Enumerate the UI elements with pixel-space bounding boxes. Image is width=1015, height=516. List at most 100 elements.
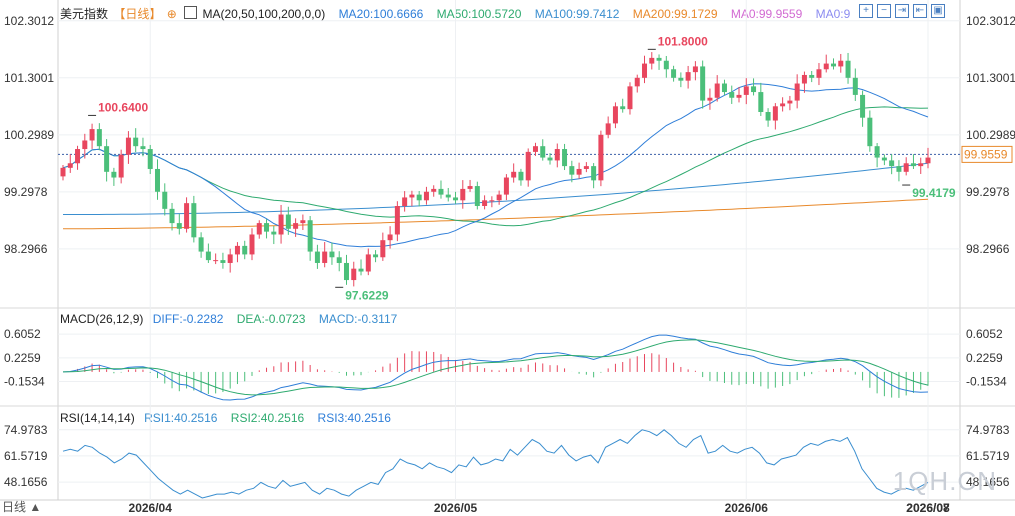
rsi-line [62, 429, 929, 499]
instrument-title: 美元指数 [60, 7, 109, 21]
candle-body [438, 188, 444, 195]
add-indicator-icon[interactable]: ⊕ [166, 7, 177, 21]
candle-body [191, 203, 197, 238]
macd-tick-left: 0.2259 [4, 351, 41, 365]
period-tag[interactable]: 【日线】 [113, 7, 162, 21]
scroll-left-icon[interactable]: ⇤ [913, 4, 927, 18]
current-price-label: 99.9559 [964, 147, 1008, 161]
candle-body [213, 260, 219, 262]
candle-body [307, 220, 313, 252]
ma20-value: MA20:100.6666 [338, 7, 424, 21]
candle-body [787, 100, 793, 104]
candle-body [685, 72, 691, 81]
ma0-count: MA0:9 [815, 7, 851, 21]
ma200-value: MA200:99.1729 [632, 7, 718, 21]
candle-body [816, 69, 822, 78]
candle-body [598, 134, 604, 181]
candle-body [867, 117, 873, 147]
candle-body [278, 214, 284, 235]
price-tick-right: 101.3001 [966, 71, 1015, 85]
price-tick-left: 102.3012 [4, 14, 54, 28]
candle-body [467, 186, 473, 189]
candle-body [169, 208, 175, 224]
price-tick-right: 102.3012 [966, 14, 1015, 28]
candle-body [322, 251, 328, 263]
candle-body [874, 146, 880, 158]
candle-body [910, 163, 916, 167]
macd-tick-right: 0.2259 [966, 351, 1003, 365]
macd-dea: DEA:-0.0723 [236, 312, 306, 326]
candle-body [838, 60, 844, 67]
candle-body [343, 262, 349, 281]
candle-body [889, 160, 895, 167]
ma100-line [63, 162, 929, 215]
candle-body [569, 166, 575, 175]
candle-body [162, 191, 168, 209]
candle-body [453, 197, 459, 201]
fullscreen-icon[interactable]: ▣ [931, 4, 945, 18]
candle-body [663, 60, 669, 70]
zoom-in-icon[interactable]: + [859, 4, 873, 18]
candle-body [649, 57, 655, 64]
period-selector[interactable]: 日线 ▲ [2, 500, 42, 514]
rsi-legend: RSI(14,14,14) RSI1:40.2516 RSI2:40.2516 … [60, 411, 401, 425]
low-label: 97.6229 [345, 288, 389, 302]
time-tick: 2026/07 [906, 501, 950, 515]
candle-body [402, 197, 408, 206]
candle-body [620, 106, 626, 110]
rsi1-value: RSI1:40.2516 [144, 411, 218, 425]
candle-body [729, 92, 735, 98]
candle-body [314, 251, 320, 263]
candle-body [460, 188, 466, 201]
candle-body [823, 63, 829, 70]
candle-body [525, 151, 531, 181]
time-tick: 2026/04 [129, 501, 173, 515]
candle-body [285, 214, 291, 229]
ma-legend: 美元指数 【日线】 ⊕ MA(20,50,100,200,0,0) MA20:1… [60, 5, 860, 22]
candle-body [511, 171, 517, 178]
candle-body [707, 97, 713, 101]
candle-body [503, 177, 509, 195]
candle-body [125, 137, 131, 155]
candle-body [118, 154, 124, 178]
candle-body [387, 234, 393, 241]
candle-body [256, 223, 262, 235]
scroll-right-icon[interactable]: ⇥ [895, 4, 909, 18]
macd-title: MACD(26,12,9) [60, 312, 144, 326]
price-tick-left: 98.2966 [4, 242, 48, 256]
candle-body [431, 188, 437, 192]
candle-body [67, 163, 73, 168]
candle-body [736, 94, 742, 98]
candle-body [809, 74, 815, 78]
candle-body [329, 251, 335, 258]
candle-body [780, 103, 786, 107]
price-tick-right: 98.2966 [966, 242, 1010, 256]
candle-body [96, 129, 102, 147]
candle-body [794, 83, 800, 101]
candle-body [627, 86, 633, 110]
candle-body [133, 137, 139, 147]
macd-diff: DIFF:-0.2282 [152, 312, 224, 326]
zoom-out-icon[interactable]: − [877, 4, 891, 18]
candle-body [845, 60, 851, 78]
candle-body [416, 194, 422, 201]
candle-body [111, 171, 117, 178]
rsi-tick-left: 48.1656 [4, 475, 48, 489]
candle-body [423, 191, 429, 201]
candle-body [445, 194, 451, 198]
rsi-tick-left: 74.9783 [4, 423, 48, 437]
chart-settings-icon[interactable] [184, 6, 198, 19]
high-label: 100.6400 [98, 100, 148, 114]
candle-body [147, 149, 153, 169]
candle-body [89, 129, 95, 141]
candle-body [351, 268, 357, 281]
time-tick: 2026/08 [906, 501, 950, 515]
candle-body [227, 254, 233, 263]
macd-tick-right: 0.6052 [966, 327, 1003, 341]
candle-body [576, 168, 582, 175]
rsi2-value: RSI2:40.2516 [230, 411, 305, 425]
macd-dea-line [62, 339, 929, 396]
candle-body [758, 92, 764, 112]
candle-body [60, 167, 66, 177]
